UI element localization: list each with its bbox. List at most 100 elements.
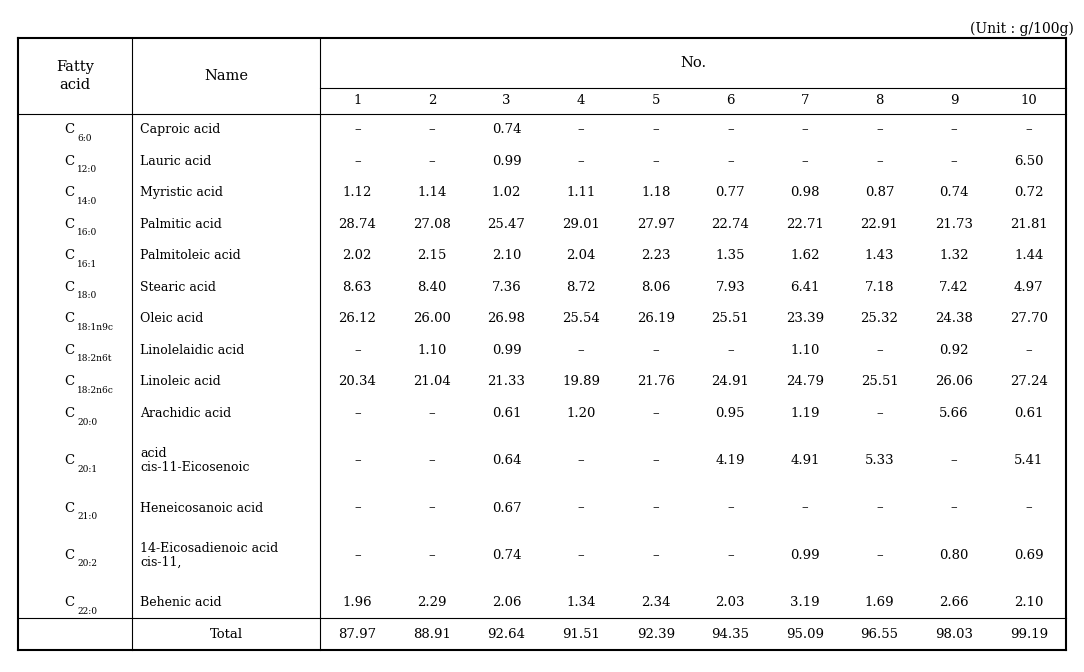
Text: cis-11,: cis-11, — [140, 556, 181, 569]
Text: 21.76: 21.76 — [636, 376, 674, 388]
Text: Heneicosanoic acid: Heneicosanoic acid — [140, 501, 263, 515]
Text: Caproic acid: Caproic acid — [140, 123, 220, 136]
Text: 0.74: 0.74 — [492, 549, 521, 562]
Text: 1.18: 1.18 — [641, 186, 670, 200]
Text: 0.95: 0.95 — [715, 407, 745, 420]
Text: 21.81: 21.81 — [1010, 218, 1047, 231]
Text: 5.66: 5.66 — [940, 407, 969, 420]
Text: 2.10: 2.10 — [1014, 596, 1044, 610]
Text: 1.19: 1.19 — [790, 407, 820, 420]
Text: 96.55: 96.55 — [861, 628, 899, 640]
Text: –: – — [578, 155, 584, 168]
Text: 18:0: 18:0 — [77, 292, 98, 300]
Text: 0.98: 0.98 — [790, 186, 820, 200]
Text: 1.12: 1.12 — [343, 186, 372, 200]
Text: –: – — [653, 155, 659, 168]
Text: 3.19: 3.19 — [790, 596, 820, 610]
Text: 8.63: 8.63 — [343, 281, 372, 294]
Text: –: – — [578, 549, 584, 562]
Text: 22.74: 22.74 — [711, 218, 749, 231]
Text: 6: 6 — [726, 95, 735, 108]
Text: 1.10: 1.10 — [417, 344, 447, 357]
Text: –: – — [876, 407, 882, 420]
Text: –: – — [578, 501, 584, 515]
Text: Myristic acid: Myristic acid — [140, 186, 223, 200]
Text: 94.35: 94.35 — [711, 628, 749, 640]
Text: 5: 5 — [651, 95, 660, 108]
Text: 4.91: 4.91 — [790, 454, 820, 467]
Text: 8.06: 8.06 — [641, 281, 670, 294]
Text: 0.99: 0.99 — [492, 344, 521, 357]
Text: Name: Name — [204, 69, 248, 83]
Text: 1.43: 1.43 — [865, 249, 894, 262]
Text: Arachidic acid: Arachidic acid — [140, 407, 231, 420]
Text: 21.73: 21.73 — [935, 218, 973, 231]
Text: 0.92: 0.92 — [940, 344, 969, 357]
Text: C: C — [64, 123, 74, 136]
Text: –: – — [578, 454, 584, 467]
Text: 21.33: 21.33 — [488, 376, 526, 388]
Text: –: – — [1025, 501, 1032, 515]
Text: 12:0: 12:0 — [77, 165, 98, 174]
Text: 25.51: 25.51 — [861, 376, 899, 388]
Text: (Unit : g/100g): (Unit : g/100g) — [970, 22, 1074, 36]
Text: 21:0: 21:0 — [77, 512, 98, 521]
Text: 8.40: 8.40 — [417, 281, 447, 294]
Text: Total: Total — [209, 628, 243, 640]
Text: C: C — [64, 549, 74, 562]
Text: 1.35: 1.35 — [715, 249, 745, 262]
Text: 92.64: 92.64 — [488, 628, 526, 640]
Text: 28.74: 28.74 — [338, 218, 376, 231]
Text: 20:0: 20:0 — [77, 417, 98, 427]
Text: –: – — [951, 501, 957, 515]
Text: –: – — [801, 501, 809, 515]
Text: 5.33: 5.33 — [865, 454, 894, 467]
Text: 24.91: 24.91 — [711, 376, 749, 388]
Text: 1.10: 1.10 — [790, 344, 820, 357]
Text: 14:0: 14:0 — [77, 197, 98, 206]
Text: 1.14: 1.14 — [417, 186, 447, 200]
Text: 0.74: 0.74 — [492, 123, 521, 136]
Text: –: – — [354, 123, 361, 136]
Text: 87.97: 87.97 — [338, 628, 376, 640]
Text: 3: 3 — [502, 95, 511, 108]
Text: 95.09: 95.09 — [786, 628, 824, 640]
Text: Stearic acid: Stearic acid — [140, 281, 216, 294]
Text: 0.74: 0.74 — [940, 186, 969, 200]
Text: 91.51: 91.51 — [563, 628, 601, 640]
Text: 18:2n6c: 18:2n6c — [77, 386, 114, 395]
Text: 5.41: 5.41 — [1014, 454, 1044, 467]
Text: 22:0: 22:0 — [77, 607, 96, 616]
Text: 1.44: 1.44 — [1014, 249, 1044, 262]
Text: –: – — [578, 344, 584, 357]
Text: –: – — [727, 344, 734, 357]
Text: Linoleic acid: Linoleic acid — [140, 376, 221, 388]
Text: –: – — [354, 454, 361, 467]
Text: 0.61: 0.61 — [1014, 407, 1044, 420]
Text: 6.50: 6.50 — [1014, 155, 1044, 168]
Text: 99.19: 99.19 — [1009, 628, 1048, 640]
Text: 8: 8 — [875, 95, 883, 108]
Text: –: – — [653, 344, 659, 357]
Text: 0.99: 0.99 — [492, 155, 521, 168]
Text: 29.01: 29.01 — [563, 218, 601, 231]
Text: 4.97: 4.97 — [1014, 281, 1044, 294]
Text: 4.19: 4.19 — [715, 454, 745, 467]
Text: –: – — [876, 344, 882, 357]
Text: C: C — [64, 407, 74, 420]
Text: –: – — [876, 501, 882, 515]
Text: 14-Eicosadienoic acid: 14-Eicosadienoic acid — [140, 542, 279, 555]
Text: –: – — [354, 407, 361, 420]
Text: 18:1n9c: 18:1n9c — [77, 323, 114, 332]
Text: 26.00: 26.00 — [413, 312, 451, 325]
Text: –: – — [1025, 344, 1032, 357]
Text: 2.06: 2.06 — [492, 596, 521, 610]
Text: 1.11: 1.11 — [567, 186, 596, 200]
Text: 27.24: 27.24 — [1010, 376, 1047, 388]
Text: 1.02: 1.02 — [492, 186, 521, 200]
Text: C: C — [64, 376, 74, 388]
Text: C: C — [64, 218, 74, 231]
Text: 22.71: 22.71 — [786, 218, 824, 231]
Text: 25.51: 25.51 — [711, 312, 749, 325]
Text: Oleic acid: Oleic acid — [140, 312, 204, 325]
